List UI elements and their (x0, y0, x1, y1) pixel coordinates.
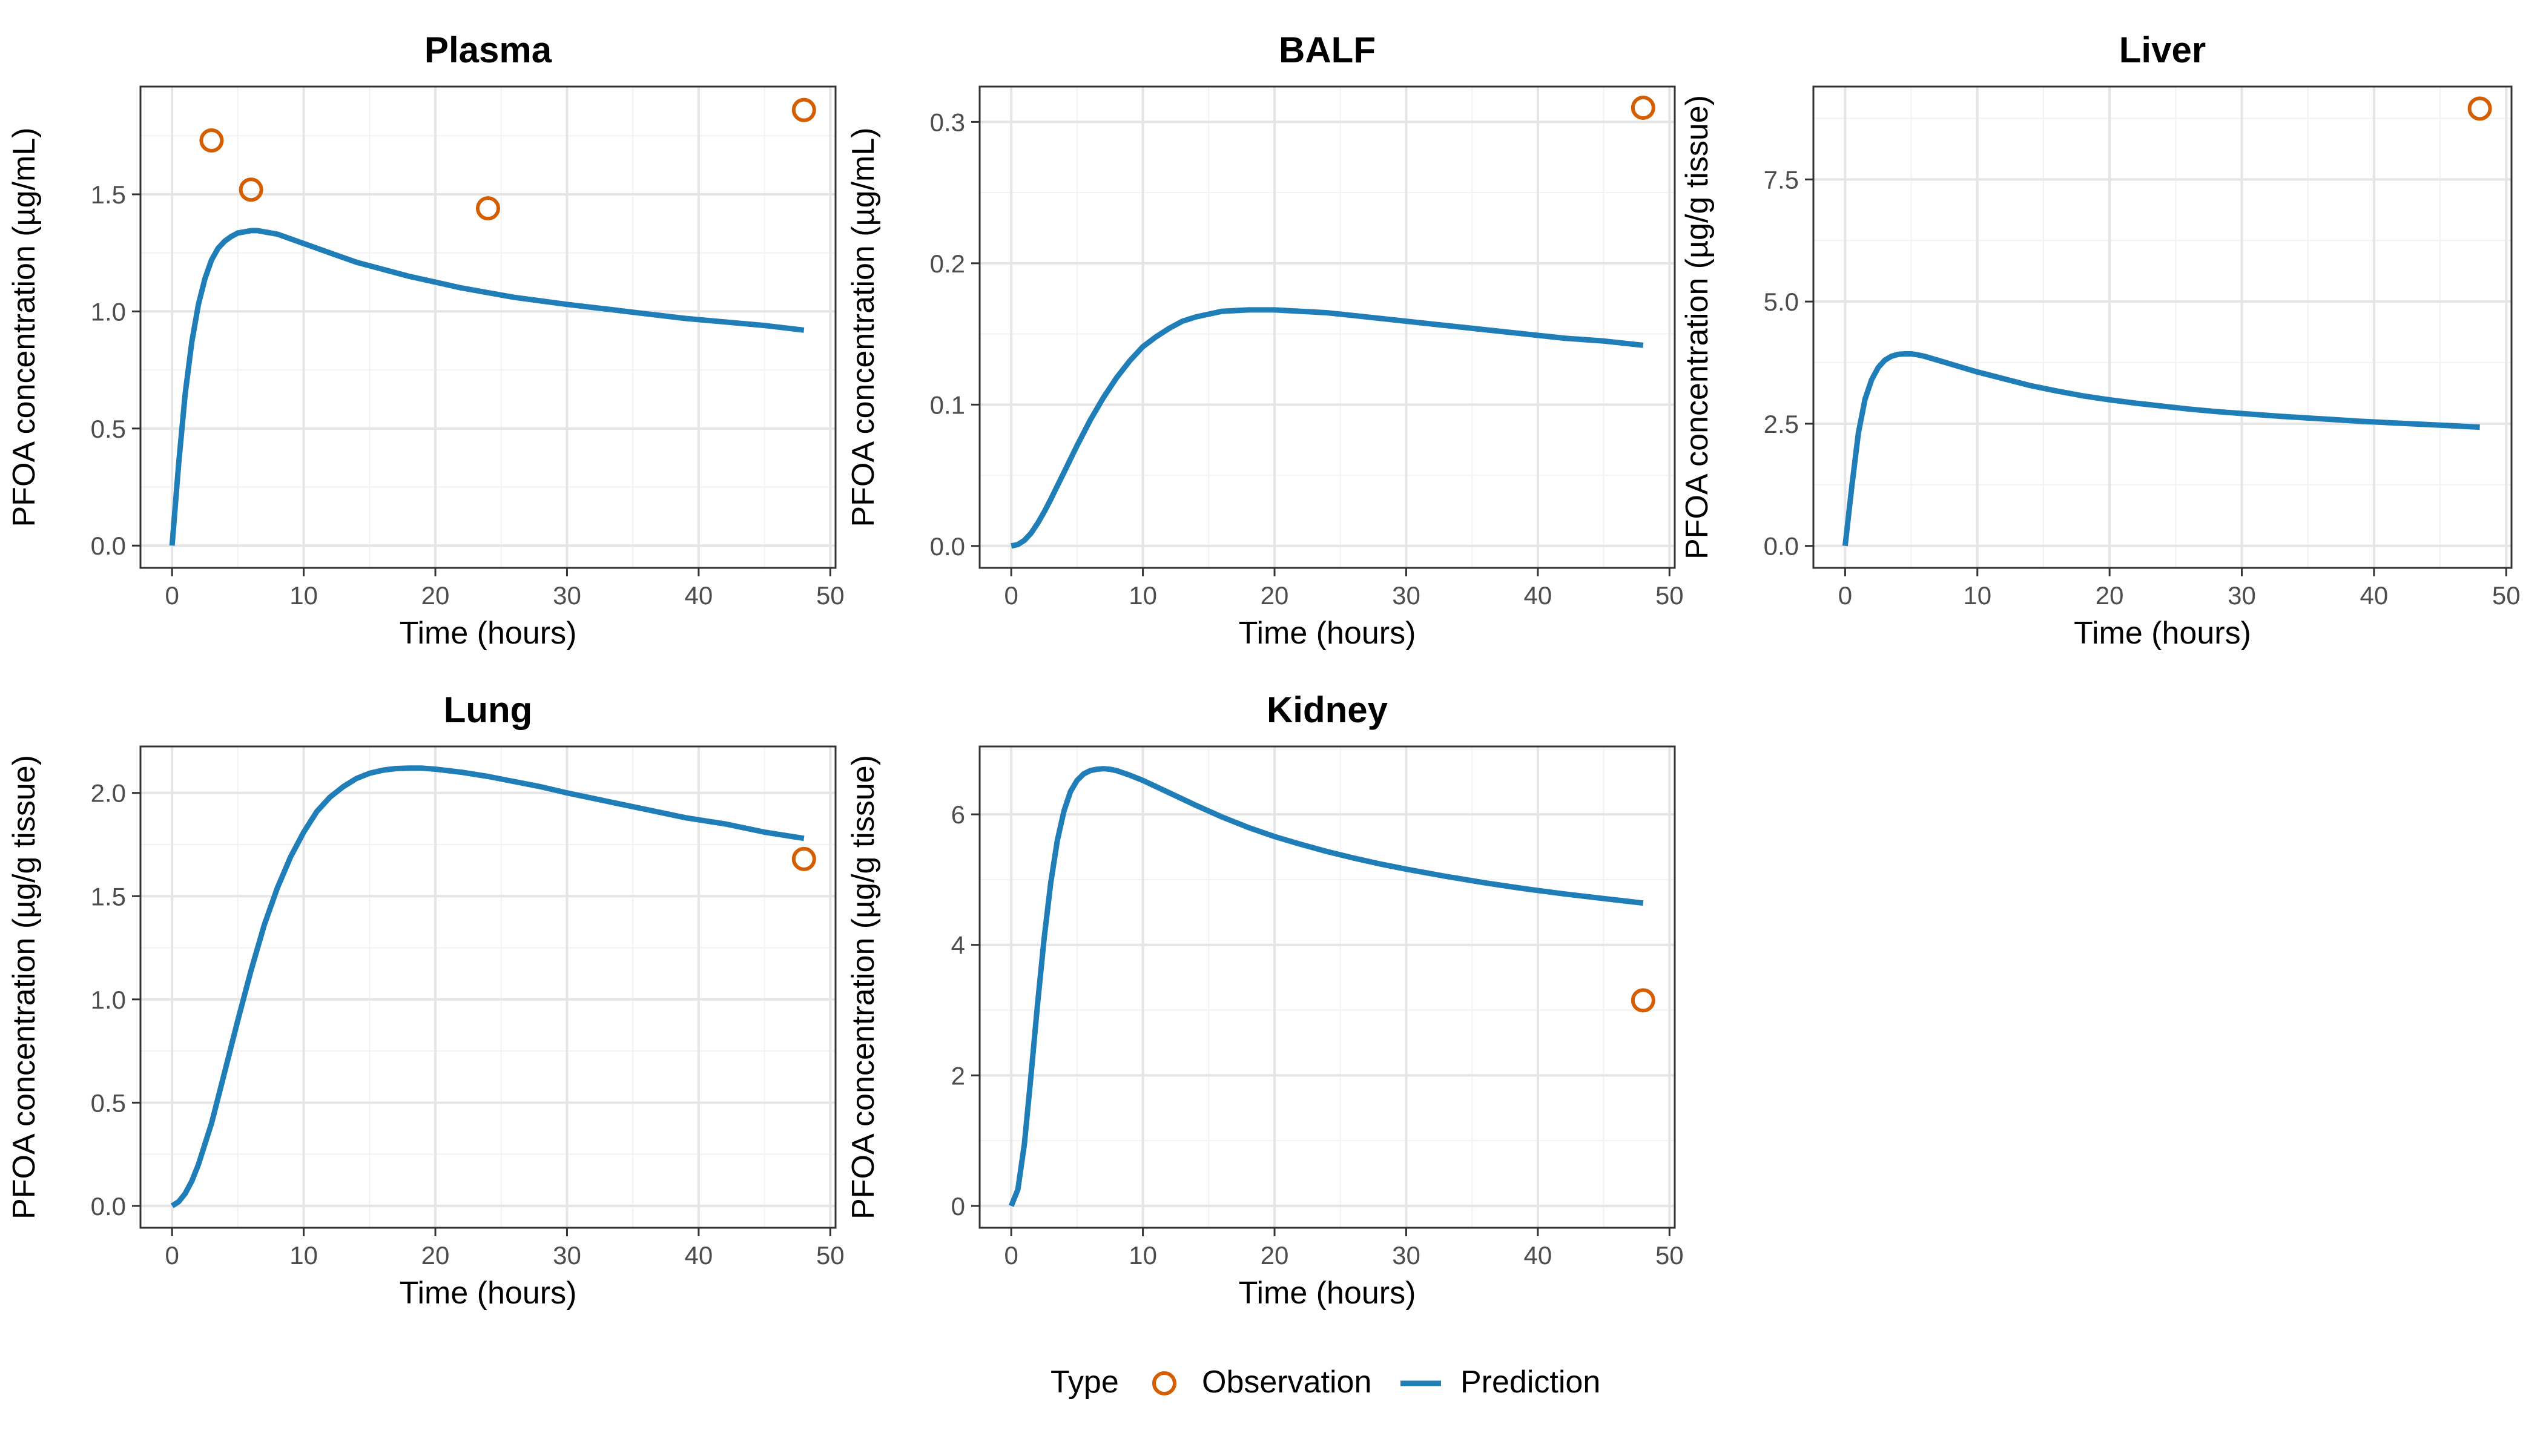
x-axis-label: Time (hours) (400, 1276, 577, 1311)
x-tick-label: 10 (1129, 1241, 1157, 1270)
y-tick-label: 7.5 (1764, 165, 1799, 194)
y-tick-label: 1.5 (91, 180, 126, 209)
panel-title: Lung (444, 690, 533, 730)
y-tick-label: 0.5 (91, 415, 126, 443)
observation-point-liver (2467, 96, 2492, 121)
prediction-line-plasma (169, 228, 805, 546)
x-axis-label: Time (hours) (2074, 616, 2251, 651)
x-tick-label: 10 (289, 1241, 318, 1270)
y-axis-label: PFOA concentration (µg/mL) (846, 127, 881, 527)
y-axis-label: PFOA concentration (µg/g tissue) (1680, 95, 1715, 559)
panel-kidney: 0 10 20 30 40 50 0 2 4 6 Kidney Time (hours) PFOA co… (846, 690, 1684, 1311)
y-tick-label: 1.0 (91, 297, 126, 326)
legend-title: Type (1051, 1365, 1119, 1400)
x-tick-label: 10 (1129, 581, 1157, 610)
prediction-line-liver (1842, 351, 2480, 547)
legend-observation-label: Observation (1202, 1365, 1371, 1400)
x-tick-label: 20 (1261, 1241, 1289, 1270)
x-tick-label: 40 (2360, 581, 2389, 610)
x-tick-label: 50 (1655, 1241, 1684, 1270)
y-tick-label: 0.1 (930, 390, 965, 419)
observation-point-lung (791, 846, 816, 871)
prediction-line-kidney (1009, 766, 1644, 1207)
y-axis-label: PFOA concentration (µg/g tissue) (7, 755, 42, 1219)
y-tick-label: 2.0 (91, 779, 126, 808)
legend-observation-marker (1152, 1371, 1176, 1395)
panel-lung: 0 10 20 30 40 50 0.0 0.5 1.0 1.5 2.0 Lung Time (hour… (7, 690, 845, 1311)
y-tick-label: 2 (951, 1061, 965, 1090)
observation-point-plasma (791, 97, 816, 122)
x-tick-label: 0 (165, 581, 179, 610)
x-tick-label: 30 (1392, 581, 1420, 610)
x-tick-label: 30 (553, 581, 581, 610)
panel-title: Kidney (1267, 690, 1388, 730)
x-tick-label: 40 (1524, 1241, 1552, 1270)
x-axis-label: Time (hours) (400, 616, 577, 651)
legend: Type Observation Prediction (1051, 1365, 1600, 1400)
y-axis-label: PFOA concentration (µg/g tissue) (846, 755, 881, 1219)
y-tick-label: 0.0 (91, 532, 126, 560)
panel-title: Liver (2119, 30, 2206, 70)
y-tick-label: 0 (951, 1192, 965, 1220)
x-tick-label: 50 (816, 581, 845, 610)
y-tick-label: 5.0 (1764, 288, 1799, 316)
panel-border (978, 85, 1676, 569)
x-tick-label: 50 (2492, 581, 2521, 610)
y-tick-label: 1.0 (91, 986, 126, 1014)
x-tick-label: 20 (421, 1241, 450, 1270)
observation-point-plasma (239, 177, 263, 202)
x-tick-label: 0 (1004, 581, 1018, 610)
x-tick-label: 30 (2228, 581, 2256, 610)
x-tick-label: 0 (1004, 1241, 1018, 1270)
x-axis-label: Time (hours) (1239, 616, 1416, 651)
panel-title: BALF (1279, 30, 1376, 70)
x-tick-label: 10 (1963, 581, 1991, 610)
panel-title: Plasma (424, 30, 552, 70)
y-tick-label: 0.5 (91, 1089, 126, 1117)
y-tick-label: 4 (951, 931, 965, 960)
x-tick-label: 30 (553, 1241, 581, 1270)
y-tick-label: 1.5 (91, 882, 126, 911)
x-tick-label: 30 (1392, 1241, 1420, 1270)
observation-point-plasma (199, 128, 224, 153)
y-axis-label: PFOA concentration (µg/mL) (7, 127, 42, 527)
observation-point-balf (1631, 96, 1655, 120)
x-tick-label: 50 (816, 1241, 845, 1270)
prediction-line-balf (1011, 307, 1644, 549)
panel-border (978, 745, 1676, 1229)
panel-border (1812, 85, 2513, 569)
prediction-line-lung (170, 765, 805, 1208)
y-tick-label: 6 (951, 800, 965, 829)
y-tick-label: 0.0 (91, 1192, 126, 1220)
panel-balf: 0 10 20 30 40 50 0.0 0.1 0.2 0.3 BALF Time (hours) P… (846, 30, 1684, 651)
observation-point-kidney (1631, 988, 1655, 1013)
y-tick-label: 0.2 (930, 249, 965, 278)
panel-liver: 0 10 20 30 40 50 0.0 2.5 5.0 7.5 Liver Time (hours)… (1680, 30, 2521, 651)
x-tick-label: 0 (165, 1241, 179, 1270)
legend-prediction-label: Prediction (1460, 1365, 1600, 1400)
y-tick-label: 0.0 (1764, 532, 1799, 561)
y-tick-label: 0.0 (930, 532, 965, 561)
y-tick-label: 0.3 (930, 108, 965, 136)
x-tick-label: 40 (685, 1241, 713, 1270)
panel-border (139, 745, 837, 1229)
x-tick-label: 20 (1261, 581, 1289, 610)
x-tick-label: 20 (421, 581, 450, 610)
x-tick-label: 20 (2096, 581, 2124, 610)
x-tick-label: 10 (289, 581, 318, 610)
x-tick-label: 40 (1524, 581, 1552, 610)
y-tick-label: 2.5 (1764, 410, 1799, 438)
panel-plasma: 0 10 20 30 40 50 0.0 0.5 1.0 1.5 Plasma Time (hours… (7, 30, 845, 651)
x-axis-label: Time (hours) (1239, 1276, 1416, 1311)
x-tick-label: 50 (1655, 581, 1684, 610)
observation-point-plasma (476, 196, 500, 221)
x-tick-label: 40 (685, 581, 713, 610)
panel-border (139, 85, 837, 569)
x-tick-label: 0 (1838, 581, 1852, 610)
